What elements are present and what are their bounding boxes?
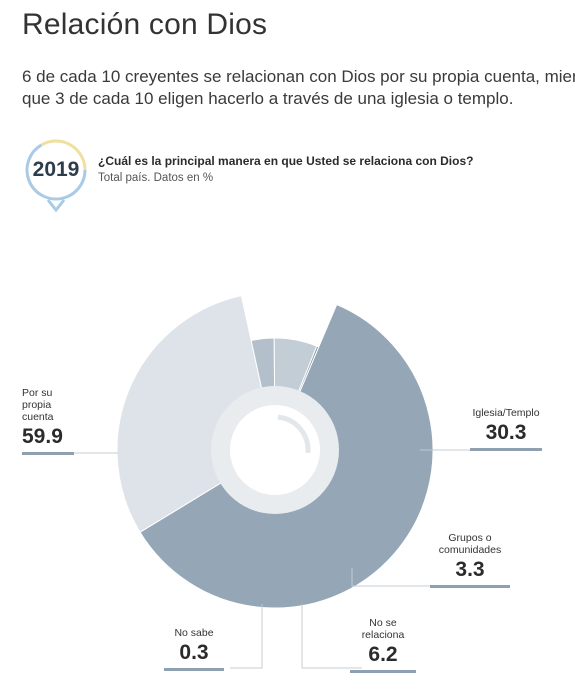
year-badge: 2019 — [22, 138, 90, 214]
slice-label-underline — [164, 668, 224, 671]
question-text: ¿Cuál es la principal manera en que Uste… — [98, 154, 474, 168]
label-por-su-propia-cuenta: Por su propia cuenta 59.9 — [22, 387, 74, 455]
slice-label-name: Por su propia cuenta — [22, 387, 54, 423]
slice-label-underline — [22, 452, 74, 455]
intro-line-1: 6 de cada 10 creyentes se relacionan con… — [22, 67, 575, 86]
intro-text: 6 de cada 10 creyentes se relacionan con… — [22, 66, 575, 110]
label-no-sabe: No sabe 0.3 — [164, 627, 224, 671]
slice-label-name: Grupos o comunidades — [438, 532, 502, 556]
slice-label-name: Iglesia/Templo — [472, 407, 540, 419]
year-badge-ring-icon — [25, 139, 87, 213]
slice-label-underline — [350, 670, 416, 673]
slice-label-name: No sabe — [174, 627, 214, 639]
year-label: 2019 — [32, 158, 80, 181]
page-title: Relación con Dios — [22, 8, 268, 41]
leader-line — [351, 568, 440, 587]
label-iglesia-templo: Iglesia/Templo 30.3 — [470, 407, 542, 451]
slice-label-name: No se relaciona — [361, 617, 405, 641]
center-arc-icon — [277, 414, 311, 454]
label-no-se-relaciona: No se relaciona 6.2 — [350, 617, 416, 673]
subnote-text: Total país. Datos en % — [98, 172, 214, 184]
intro-line-2: que 3 de cada 10 eligen hacerlo a través… — [22, 89, 514, 108]
slice-label-underline — [430, 585, 510, 588]
label-grupos-comunidades: Grupos o comunidades 3.3 — [430, 532, 510, 588]
slice-label-value: 59.9 — [22, 425, 63, 448]
slice-label-value: 30.3 — [485, 421, 527, 444]
leader-line — [230, 604, 263, 669]
slice-label-underline — [470, 448, 542, 451]
slice-label-value: 3.3 — [455, 558, 485, 581]
slice-label-value: 0.3 — [179, 641, 209, 664]
leader-line — [301, 604, 362, 669]
slice-label-value: 6.2 — [368, 643, 398, 666]
